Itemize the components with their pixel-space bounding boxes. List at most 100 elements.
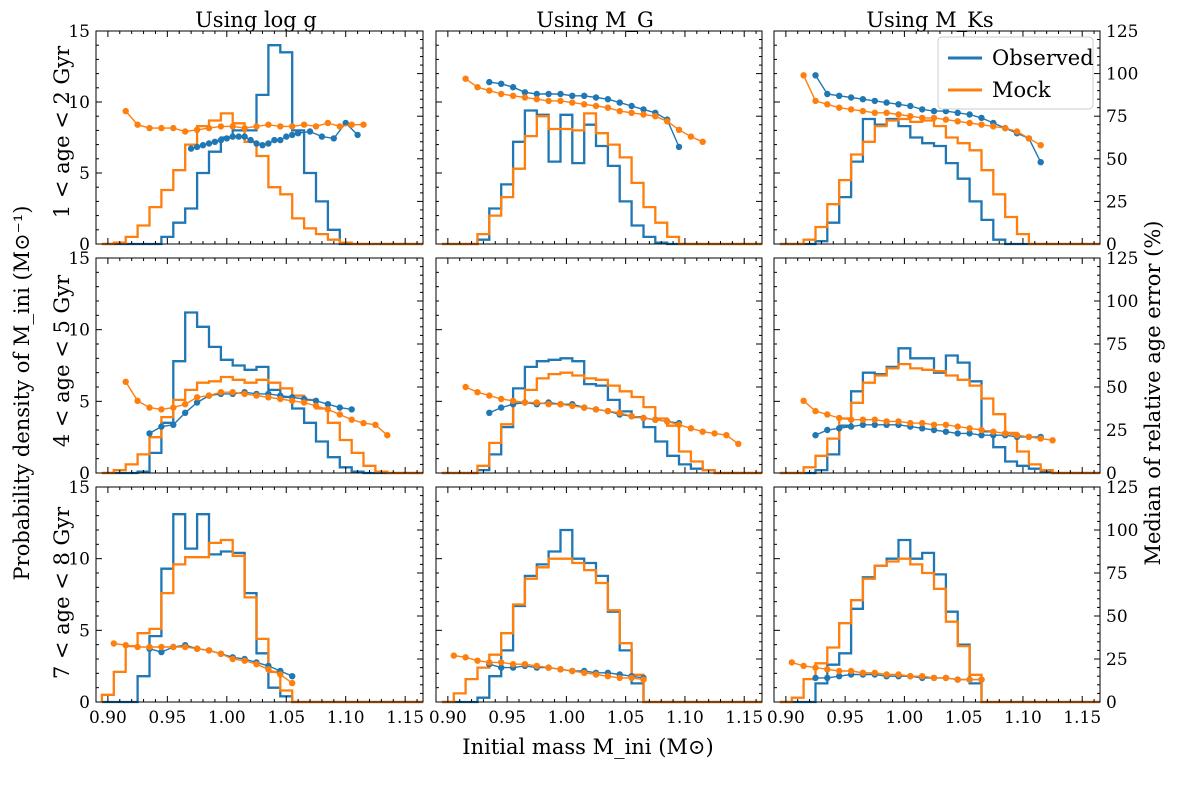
error-mock-point [277, 671, 284, 678]
error-observed-point [954, 109, 961, 117]
error-mock-point [604, 104, 612, 111]
error-mock-point [675, 421, 683, 428]
error-observed-point [919, 106, 926, 113]
error-mock-point [711, 430, 718, 437]
error-mock-point [509, 397, 517, 404]
histogram-mock [441, 112, 762, 246]
axes-frame [95, 30, 424, 245]
error-mock-point [241, 124, 248, 132]
error-mock-point [146, 404, 153, 411]
error-mock-point [557, 97, 564, 105]
error-mock-point [569, 402, 576, 410]
error-mock-point [486, 659, 493, 666]
error-mock-point [930, 114, 938, 122]
error-observed-point [223, 135, 230, 142]
error-mock-point [640, 111, 647, 118]
error-mock-point [871, 669, 878, 676]
axes-r2c0: 0.90 0.95 1.00 1.05 1.10 1.15 0 5 10 15 [68, 478, 424, 728]
error-mock-point [229, 389, 236, 396]
error-observed-point [348, 406, 355, 413]
error-mock-point [569, 667, 576, 675]
error-observed-point [836, 425, 843, 432]
y-left-tick-label: 10 [68, 93, 90, 113]
error-mock-point [954, 423, 961, 430]
error-mock-point [699, 428, 706, 435]
error-mock-point [348, 121, 355, 128]
legend: Observed Mock [937, 36, 1094, 110]
error-observed-point [966, 430, 973, 437]
error-mock-point [193, 394, 201, 401]
error-observed-point [294, 130, 302, 137]
error-mock-point [581, 404, 588, 411]
error-mock-point [545, 401, 552, 408]
error-observed-point [217, 136, 225, 144]
error-mock-point [919, 419, 926, 427]
error-mock-point [581, 101, 588, 108]
error-mock-point [664, 118, 671, 125]
error-mock-point [735, 440, 742, 447]
error-mock-point [812, 97, 819, 105]
error-mock-point [954, 676, 961, 683]
error-mock-point [462, 654, 469, 661]
error-mock-point [450, 652, 457, 659]
error-mock-point [1025, 433, 1033, 441]
error-mock-point [954, 118, 961, 125]
error-observed-point [812, 432, 819, 439]
error-observed-point [498, 664, 505, 671]
error-mock-point [812, 407, 819, 415]
error-observed-point [193, 143, 201, 151]
error-mock-point [978, 121, 985, 128]
error-observed-point [498, 80, 505, 88]
error-mock-point [871, 109, 878, 117]
error-mock-point [836, 667, 843, 675]
y-left-tick-label: 0 [79, 464, 90, 484]
error-observed-point [895, 101, 902, 108]
error-mock-line [113, 642, 293, 684]
error-mock-point [812, 664, 819, 671]
error-observed-point [289, 673, 296, 680]
error-observed-point [836, 92, 843, 100]
histogram-mock [101, 112, 423, 246]
error-observed-point [205, 140, 213, 147]
error-mock-point [324, 119, 332, 127]
panel-r1c2 [774, 258, 1100, 475]
y-right-tick-label: 50 [1106, 150, 1128, 170]
error-mock-point [545, 664, 552, 671]
error-observed-point [812, 674, 819, 682]
y-left-tick-label: 15 [68, 249, 90, 269]
panel-background [774, 258, 1100, 473]
error-mock-point [348, 416, 355, 423]
error-mock-point [158, 406, 165, 413]
error-mock-point [836, 104, 843, 111]
error-mock-point [1013, 432, 1021, 439]
panels-layer [96, 31, 1100, 704]
error-mock-point [122, 378, 129, 385]
error-mock-point [942, 674, 950, 682]
error-mock-point [640, 676, 647, 683]
error-mock-point [253, 661, 260, 668]
y-left-tick-label: 0 [79, 235, 90, 255]
error-mock-point [360, 121, 367, 128]
error-observed-point [277, 136, 284, 144]
error-observed-point [604, 96, 612, 103]
error-observed-point [241, 133, 248, 140]
y-right-tick-label: 125 [1106, 249, 1138, 269]
error-mock-point [486, 392, 493, 399]
x-tick-label: 0.90 [89, 708, 127, 728]
error-mock-point [312, 123, 320, 130]
x-tick-label: 1.00 [885, 708, 923, 728]
error-mock-point [300, 121, 308, 128]
error-mock-point [474, 389, 481, 396]
error-observed-point [616, 99, 623, 106]
error-observed-point [521, 89, 529, 96]
error-mock-point [675, 126, 683, 133]
error-mock-point [895, 111, 902, 118]
error-mock-point [498, 659, 505, 666]
error-mock-point [170, 124, 177, 132]
error-observed-point [640, 106, 647, 113]
error-observed-point [283, 133, 290, 140]
error-mock-point [687, 133, 695, 140]
x-tick-label: 0.95 [488, 708, 526, 728]
error-observed-point [158, 648, 165, 656]
error-observed-point [569, 92, 576, 100]
